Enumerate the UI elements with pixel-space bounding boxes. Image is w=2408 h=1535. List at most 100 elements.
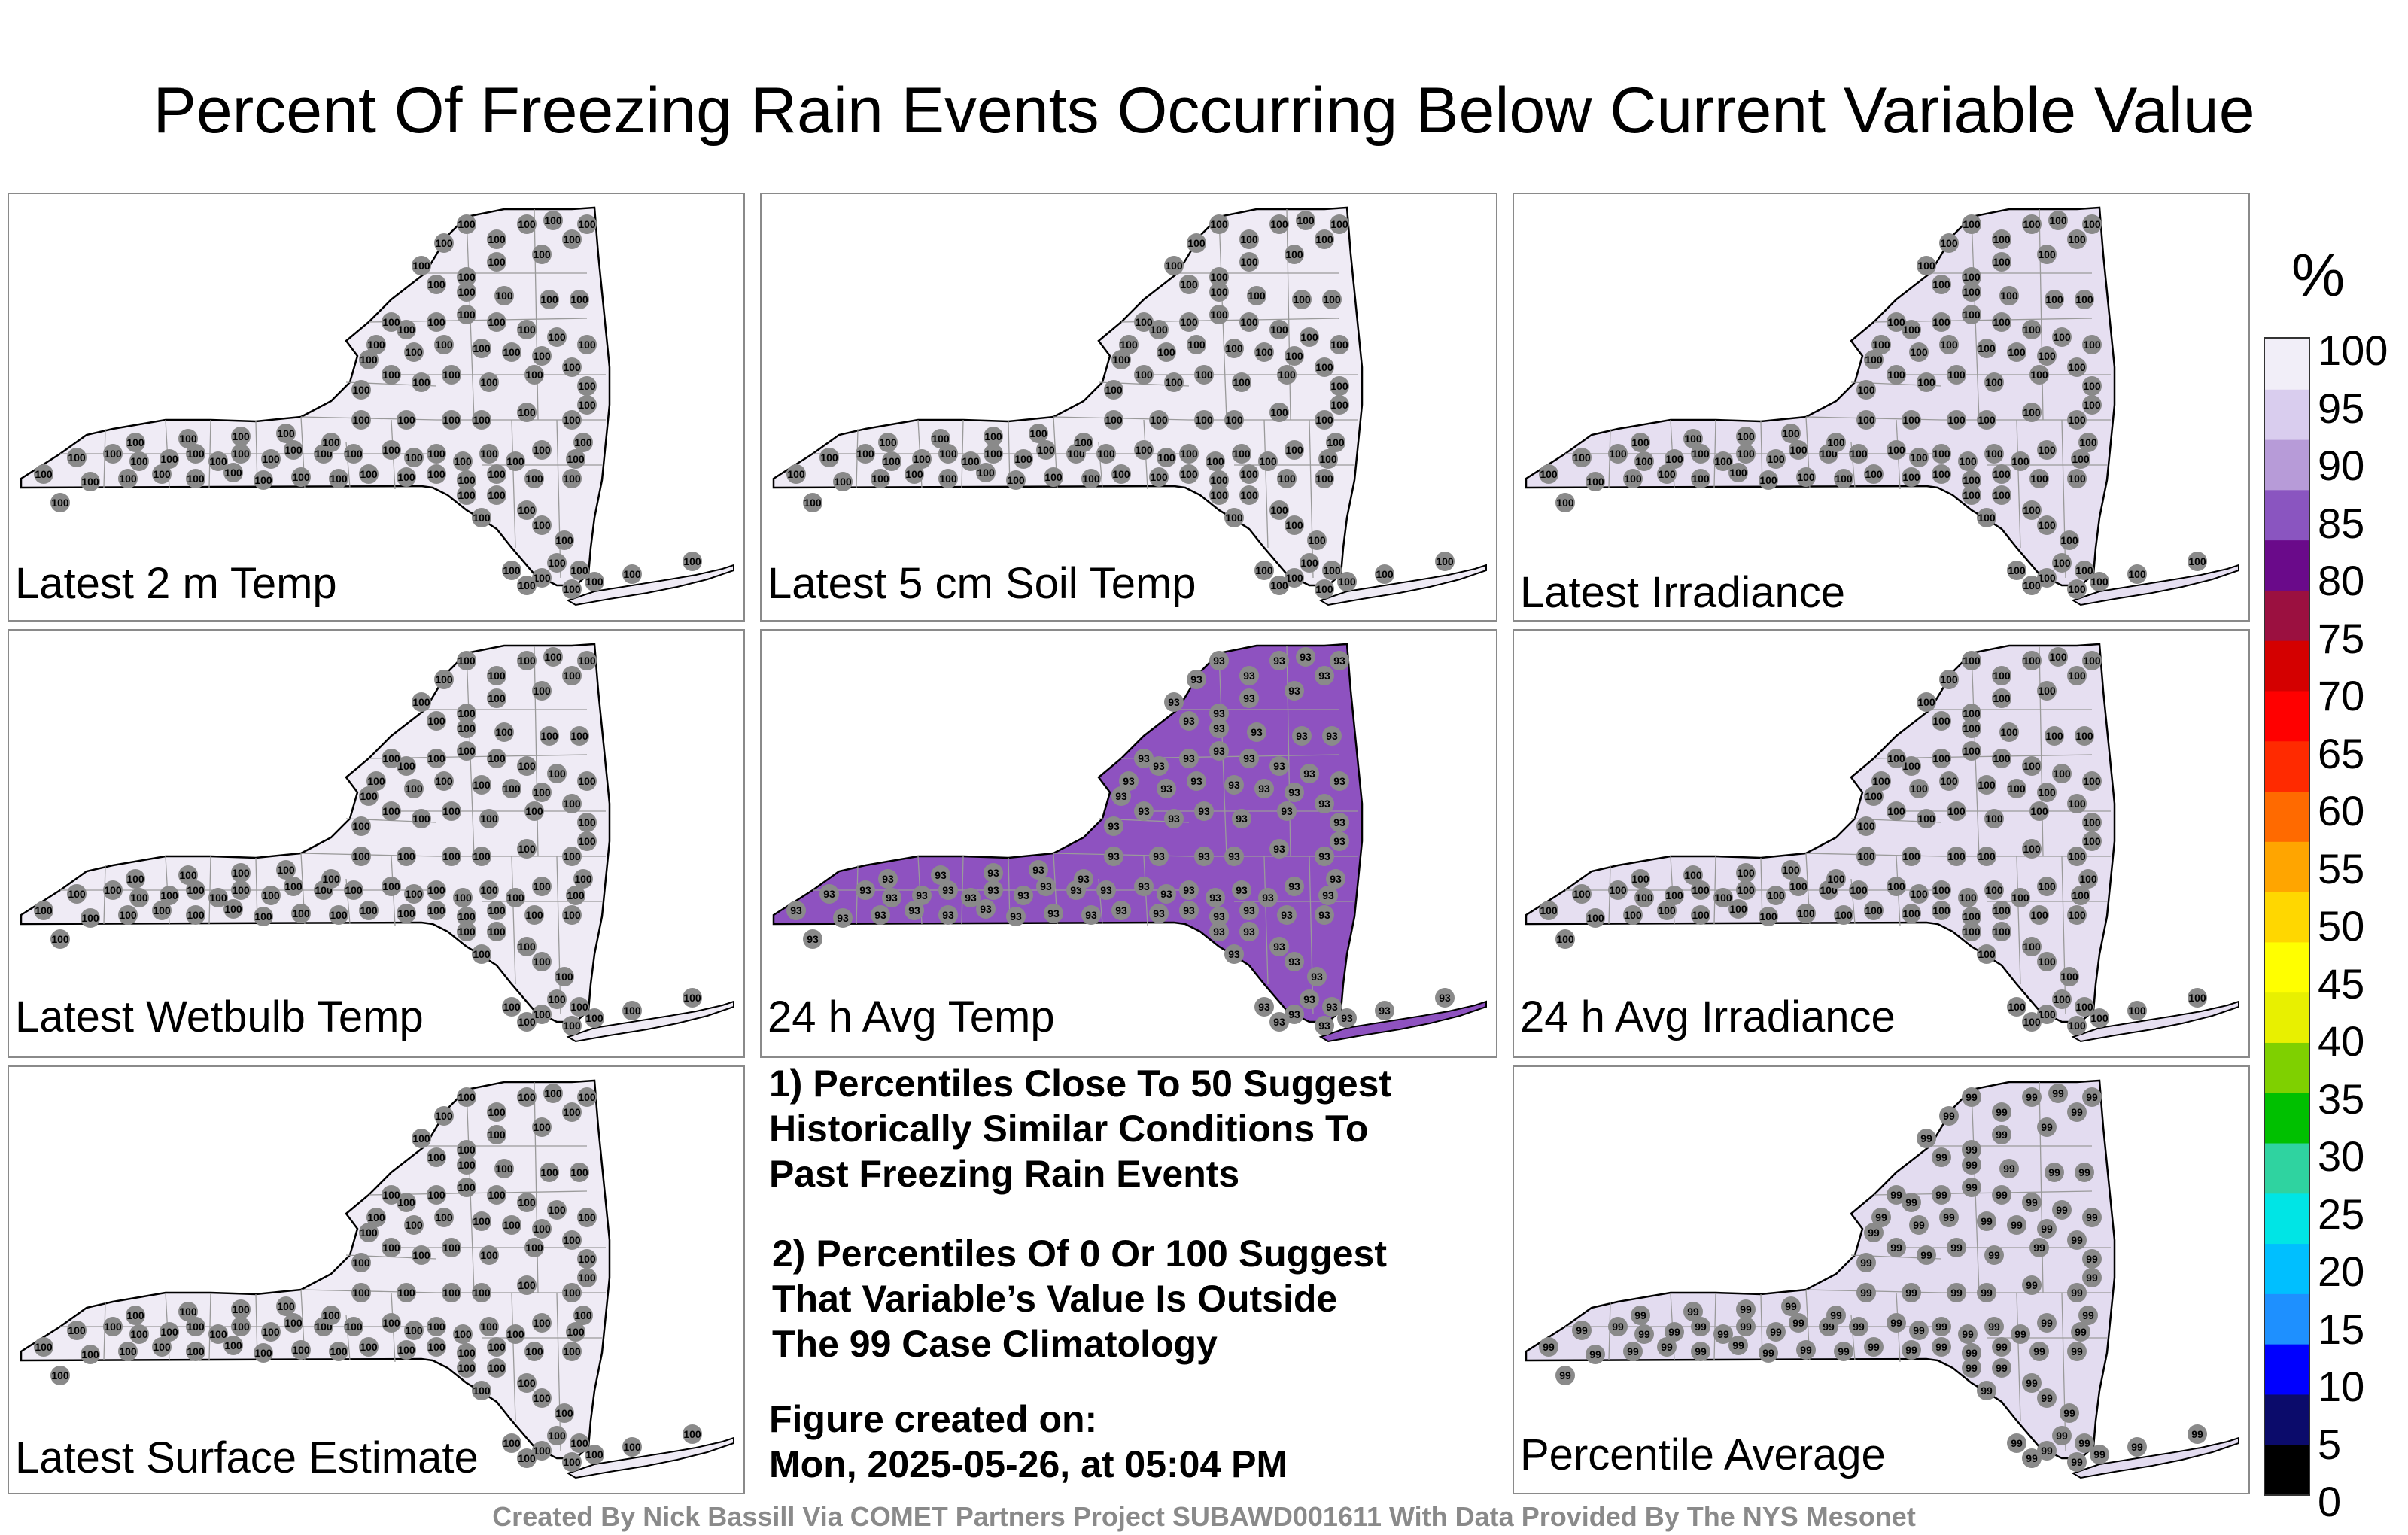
station-marker: 100 xyxy=(577,813,597,832)
station-dot xyxy=(472,944,491,964)
station-value: 100 xyxy=(518,1196,536,1208)
station-value: 100 xyxy=(1940,673,1958,685)
station-dot xyxy=(1984,372,2004,392)
station-value: 100 xyxy=(209,455,227,467)
station-value: 99 xyxy=(2026,1452,2038,1464)
station-marker: 100 xyxy=(178,1302,198,1321)
station-marker: 99 xyxy=(1909,1321,1929,1340)
station-value: 100 xyxy=(1631,873,1649,885)
station-marker: 100 xyxy=(2022,651,2042,670)
station-marker: 100 xyxy=(1917,256,1936,275)
station-marker: 100 xyxy=(472,508,491,527)
station-value: 93 xyxy=(1258,783,1270,795)
station-dot xyxy=(938,444,958,464)
station-dot xyxy=(382,749,401,768)
station-marker: 100 xyxy=(1375,564,1394,584)
station-marker: 100 xyxy=(382,1185,401,1205)
station-dot xyxy=(1962,1358,1981,1378)
station-value: 100 xyxy=(442,805,461,817)
station-marker: 100 xyxy=(1977,944,1996,964)
station-value: 100 xyxy=(1917,260,1935,272)
station-marker: 100 xyxy=(284,440,303,460)
colorbar-tick-label: 15 xyxy=(2318,1305,2365,1353)
station-dot xyxy=(1736,444,1756,464)
station-marker: 100 xyxy=(1315,229,1334,249)
county-boundary xyxy=(1309,856,1314,1015)
station-dot xyxy=(1036,440,1056,460)
station-marker: 99 xyxy=(1856,1283,1876,1302)
station-dot xyxy=(479,809,499,828)
station-marker: 100 xyxy=(1947,801,1966,821)
station-marker: 100 xyxy=(547,989,567,1009)
station-value: 100 xyxy=(555,971,573,983)
station-dot xyxy=(2127,1001,2147,1020)
station-value: 100 xyxy=(2083,218,2101,230)
station-marker: 99 xyxy=(1932,1185,1951,1205)
station-value: 100 xyxy=(427,278,445,290)
station-value: 93 xyxy=(886,892,898,904)
station-value: 93 xyxy=(1213,926,1225,938)
station-value: 100 xyxy=(427,1321,445,1333)
station-marker: 100 xyxy=(1962,907,1981,926)
panel-label: 24 h Avg Irradiance xyxy=(1520,992,1896,1041)
station-value: 100 xyxy=(1993,904,2011,916)
station-dot xyxy=(1917,372,1936,392)
station-marker: 93 xyxy=(1232,809,1251,828)
station-value: 99 xyxy=(1935,1189,1947,1201)
station-dot xyxy=(453,888,473,907)
station-value: 93 xyxy=(1190,673,1202,685)
station-marker: 100 xyxy=(1713,451,1733,471)
station-marker: 100 xyxy=(1992,485,2011,505)
station-value: 100 xyxy=(2188,555,2206,567)
station-value: 100 xyxy=(488,752,506,764)
station-value: 100 xyxy=(683,555,701,567)
station-value: 100 xyxy=(977,467,995,479)
colorbar-segment xyxy=(2265,992,2309,1043)
station-value: 100 xyxy=(1376,568,1394,580)
station-dot xyxy=(321,433,341,452)
station-value: 100 xyxy=(563,1456,581,1468)
station-dot xyxy=(2082,831,2102,851)
station-value: 100 xyxy=(458,474,476,486)
station-dot xyxy=(397,1283,416,1302)
station-marker: 100 xyxy=(34,464,53,484)
station-marker: 100 xyxy=(186,1317,205,1336)
station-marker: 100 xyxy=(152,464,172,484)
station-marker: 100 xyxy=(1572,448,1592,467)
station-value: 100 xyxy=(525,1345,543,1357)
station-dot xyxy=(1992,688,2011,708)
station-marker: 100 xyxy=(1330,335,1349,354)
station-dot xyxy=(912,886,932,905)
station-dot xyxy=(1149,410,1169,430)
station-dot xyxy=(359,901,379,920)
station-marker: 100 xyxy=(1962,719,1981,738)
station-value: 100 xyxy=(427,448,445,460)
station-marker: 100 xyxy=(2022,756,2042,776)
station-marker: 93 xyxy=(1375,1001,1394,1020)
station-value: 100 xyxy=(1827,436,1845,448)
station-marker: 100 xyxy=(562,579,582,599)
station-marker: 100 xyxy=(1239,464,1259,484)
station-value: 100 xyxy=(1902,850,1920,862)
station-marker: 100 xyxy=(1586,908,1605,928)
station-dot xyxy=(1326,433,1345,452)
station-marker: 100 xyxy=(487,252,506,272)
station-value: 100 xyxy=(1658,904,1676,916)
station-marker: 100 xyxy=(1318,449,1338,469)
station-marker: 100 xyxy=(472,1283,491,1302)
station-value: 99 xyxy=(1988,1321,2000,1333)
station-marker: 100 xyxy=(1608,444,1628,464)
station-marker: 99 xyxy=(1962,1140,1981,1160)
station-value: 99 xyxy=(1890,1189,1902,1201)
station-value: 99 xyxy=(1762,1347,1774,1359)
station-value: 100 xyxy=(1308,534,1326,546)
station-marker: 100 xyxy=(382,365,401,385)
station-dot xyxy=(833,908,853,928)
station-dot xyxy=(1206,888,1225,907)
station-dot xyxy=(1826,869,1846,889)
station-value: 100 xyxy=(405,346,423,358)
station-marker: 100 xyxy=(1209,267,1229,287)
station-dot xyxy=(160,886,179,905)
station-marker: 100 xyxy=(1932,749,1951,768)
station-value: 100 xyxy=(1917,376,1935,388)
